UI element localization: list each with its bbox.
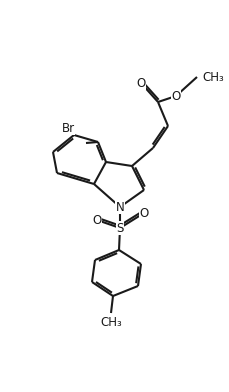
Text: Br: Br xyxy=(61,122,74,134)
Text: CH₃: CH₃ xyxy=(201,71,223,83)
Text: S: S xyxy=(116,221,123,234)
Text: O: O xyxy=(136,76,145,89)
Text: O: O xyxy=(139,207,148,220)
Text: CH₃: CH₃ xyxy=(100,316,121,329)
Text: O: O xyxy=(171,89,180,102)
Text: N: N xyxy=(115,200,124,214)
Text: O: O xyxy=(92,214,101,227)
